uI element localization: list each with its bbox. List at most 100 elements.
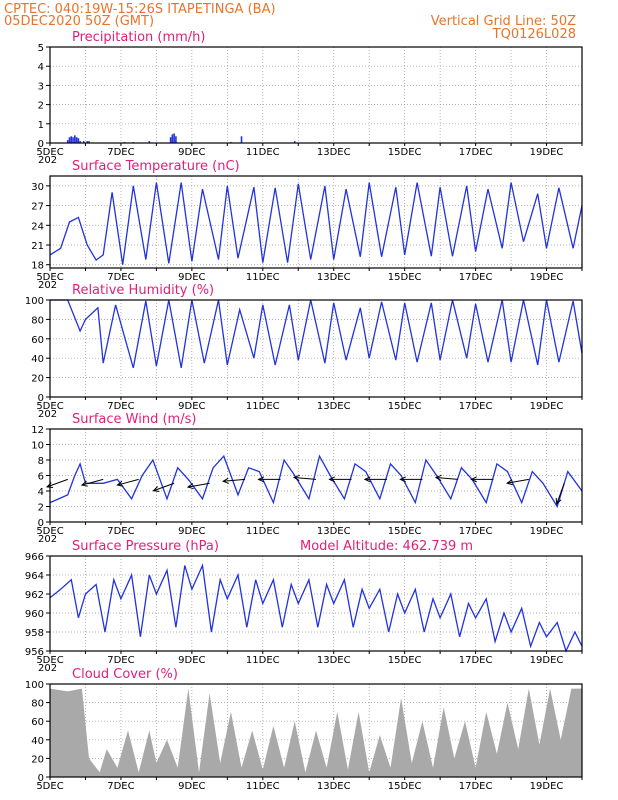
wind-wind-arrow <box>257 476 281 483</box>
precip-title: Precipitation (mm/h) <box>72 30 205 45</box>
cloud-ytick-label: 20 <box>31 754 44 765</box>
wind-ytick-label: 4 <box>38 487 44 498</box>
wind-wind-arrow <box>222 477 246 484</box>
wind-arrow-head <box>555 497 562 506</box>
cloud-area <box>50 688 582 777</box>
rh-ytick-label: 80 <box>31 315 44 326</box>
wind-arrow-head <box>363 476 371 483</box>
temp-xtick-label: 9DEC <box>178 272 205 283</box>
wind-arrow-head <box>328 476 336 483</box>
temp-xtick-label: 15DEC <box>388 272 422 283</box>
wind-arrow-shaft <box>117 478 139 486</box>
wind-arrow-head <box>506 479 514 486</box>
rh-xtick-label: 9DEC <box>178 401 205 412</box>
wind-arrow-shaft <box>507 478 529 484</box>
wind-panel <box>45 428 583 525</box>
cloud-ytick-label: 40 <box>31 736 44 747</box>
temp-ytick-label: 27 <box>31 202 44 213</box>
pres-xtick-label: 9DEC <box>178 655 205 666</box>
pres-ytick-label: 960 <box>25 609 44 620</box>
pres-series-line <box>49 563 583 653</box>
pres-ytick-label: 956 <box>25 647 44 658</box>
wind-wind-arrow <box>116 478 139 487</box>
precip-bar <box>148 141 151 143</box>
temp-xtick-label: 11DEC <box>246 272 280 283</box>
cloud-ytick-label: 80 <box>31 699 44 710</box>
rh-ytick-label: 20 <box>31 374 44 385</box>
pres-panel <box>46 555 583 654</box>
cloud-xtick-label: 9DEC <box>178 781 205 792</box>
wind-arrow-head <box>116 480 124 487</box>
cloud-xtick-label: 5DEC <box>36 781 63 792</box>
precip-bar <box>175 136 177 143</box>
cloud-xtick-label: 19DEC <box>530 781 564 792</box>
temp-xtick-label: 17DEC <box>459 272 493 283</box>
wind-arrow-head <box>399 476 407 483</box>
wind-wind-arrow <box>555 483 565 506</box>
wind-ytick-label: 12 <box>31 425 44 436</box>
temp-xtick-label: 13DEC <box>317 272 351 283</box>
wind-arrow-shaft <box>187 482 210 488</box>
precip-xtick-label: 19DEC <box>530 147 564 158</box>
cloud-panel <box>46 683 583 780</box>
temp-xtick-label: 5DEC <box>36 272 63 283</box>
temp-ytick-label: 21 <box>31 241 44 252</box>
wind-xtick-label: 15DEC <box>388 526 422 537</box>
cloud-ytick-label: 0 <box>38 773 44 784</box>
pres-xtick-label: 13DEC <box>317 655 351 666</box>
wind-arrow-shaft <box>435 476 458 480</box>
rh-title: Relative Humidity (%) <box>72 283 214 298</box>
precip-bar <box>74 135 76 143</box>
temp-xtick-label: 7DEC <box>107 272 134 283</box>
wind-arrow-head <box>80 480 88 487</box>
wind-arrow-head <box>292 474 300 481</box>
pres-xtick-label: 15DEC <box>388 655 422 666</box>
precip-bar <box>70 136 73 143</box>
precip-ytick-label: 1 <box>38 120 44 131</box>
precip-bar <box>240 136 243 143</box>
wind-arrow-head <box>152 486 160 492</box>
temp-frame <box>49 175 583 269</box>
wind-xtick-label: 7DEC <box>107 526 134 537</box>
precip-bar <box>293 141 296 143</box>
precip-bar <box>66 140 69 143</box>
header-vertical-grid-line: Vertical Grid Line: 50Z <box>431 14 576 29</box>
pres-title: Surface Pressure (hPa) <box>72 539 219 554</box>
wind-arrow-head <box>470 476 477 483</box>
wind-wind-arrow <box>506 478 529 486</box>
rh-xtick-label: 7DEC <box>107 401 134 412</box>
header-location: CPTEC: 040:19W-15:26S ITAPETINGA (BA) <box>4 2 276 17</box>
precip-frame <box>49 46 583 144</box>
header-model-id: TQ0126L028 <box>492 27 576 42</box>
rh-ytick-label: 60 <box>31 335 44 346</box>
wind-xtick-label: 17DEC <box>459 526 493 537</box>
temp-ytick-label: 18 <box>31 261 44 272</box>
pres-xtick-label: 19DEC <box>530 655 564 666</box>
header-datetime: 05DEC2020 50Z (GMT) <box>4 14 154 29</box>
precip-bar <box>77 138 80 143</box>
pres-ytick-label: 958 <box>25 628 44 639</box>
wind-arrow-shaft <box>556 483 565 505</box>
precip-bar <box>173 133 175 143</box>
rh-xtick-label: 11DEC <box>246 401 280 412</box>
precip-xtick-label: 13DEC <box>317 147 351 158</box>
cloud-title: Cloud Cover (%) <box>72 667 178 682</box>
precip-bar <box>169 137 172 143</box>
precip-xtick-label: 17DEC <box>459 147 493 158</box>
wind-arrow-shaft <box>294 476 317 480</box>
wind-ytick-label: 6 <box>38 472 44 483</box>
rh-xtick-label: 19DEC <box>530 401 564 412</box>
wind-wind-arrow <box>186 482 210 490</box>
wind-series-line <box>49 454 583 509</box>
pres-model-altitude: Model Altitude: 462.739 m <box>300 539 473 554</box>
rh-ytick-label: 40 <box>31 354 44 365</box>
precip-panel <box>46 46 583 146</box>
precip-xtick-label: 7DEC <box>107 147 134 158</box>
wind-ytick-label: 0 <box>38 518 44 529</box>
wind-wind-arrow <box>80 478 104 487</box>
precip-bar <box>75 137 78 143</box>
precip-year-label: 202 <box>38 155 57 166</box>
wind-xtick-label: 5DEC <box>36 526 63 537</box>
cloud-xtick-label: 11DEC <box>246 781 280 792</box>
